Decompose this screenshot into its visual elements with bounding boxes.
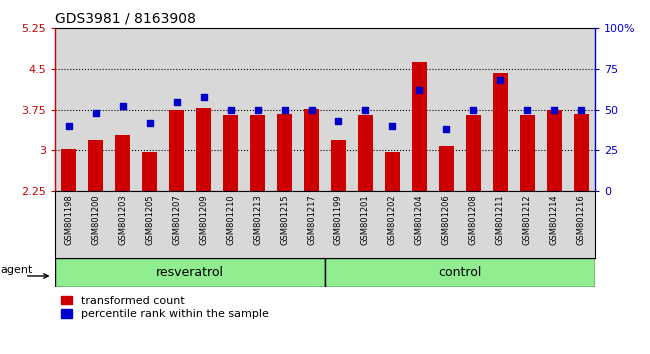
Bar: [385, 152, 400, 191]
Point: [333, 118, 344, 124]
Text: GSM801204: GSM801204: [415, 195, 424, 245]
Bar: [325, 258, 595, 287]
Bar: [574, 114, 589, 191]
Point: [252, 107, 263, 113]
Point: [468, 107, 478, 113]
Bar: [358, 115, 373, 191]
Text: GSM801217: GSM801217: [307, 195, 316, 245]
Text: GSM801212: GSM801212: [523, 195, 532, 245]
Text: GSM801206: GSM801206: [442, 195, 451, 245]
Text: GSM801209: GSM801209: [199, 195, 208, 245]
Text: GSM801199: GSM801199: [334, 195, 343, 245]
Text: GSM801214: GSM801214: [550, 195, 559, 245]
Text: GSM801211: GSM801211: [496, 195, 505, 245]
Bar: [115, 135, 130, 191]
Text: GSM801200: GSM801200: [91, 195, 100, 245]
Text: GDS3981 / 8163908: GDS3981 / 8163908: [55, 12, 196, 26]
Point: [576, 107, 586, 113]
Bar: [331, 139, 346, 191]
Text: agent: agent: [0, 265, 32, 275]
Point: [144, 120, 155, 126]
Text: GSM801213: GSM801213: [253, 195, 262, 245]
Point: [414, 87, 424, 93]
Bar: [520, 115, 535, 191]
Bar: [61, 149, 76, 191]
Text: GSM801201: GSM801201: [361, 195, 370, 245]
Point: [306, 107, 317, 113]
Point: [118, 104, 128, 109]
Point: [198, 94, 209, 99]
Bar: [547, 110, 562, 191]
Point: [441, 126, 452, 132]
Text: GSM801216: GSM801216: [577, 195, 586, 245]
Bar: [277, 114, 292, 191]
Point: [172, 99, 182, 104]
Point: [522, 107, 532, 113]
Text: GSM801198: GSM801198: [64, 195, 73, 245]
Bar: [304, 109, 319, 191]
Point: [387, 123, 398, 129]
Bar: [169, 110, 184, 191]
Point: [495, 78, 506, 83]
Text: GSM801215: GSM801215: [280, 195, 289, 245]
Point: [549, 107, 560, 113]
Bar: [196, 108, 211, 191]
Text: GSM801205: GSM801205: [145, 195, 154, 245]
Text: resveratrol: resveratrol: [156, 266, 224, 279]
Point: [280, 107, 290, 113]
Bar: [493, 73, 508, 191]
Text: GSM801207: GSM801207: [172, 195, 181, 245]
Point: [226, 107, 236, 113]
Point: [360, 107, 370, 113]
Point: [90, 110, 101, 116]
Bar: [439, 146, 454, 191]
Legend: transformed count, percentile rank within the sample: transformed count, percentile rank withi…: [61, 296, 268, 319]
Bar: [88, 139, 103, 191]
Point: [64, 123, 74, 129]
Text: GSM801203: GSM801203: [118, 195, 127, 245]
Text: GSM801208: GSM801208: [469, 195, 478, 245]
Text: GSM801202: GSM801202: [388, 195, 397, 245]
Bar: [412, 62, 427, 191]
Text: GSM801210: GSM801210: [226, 195, 235, 245]
Bar: [142, 152, 157, 191]
Bar: [223, 115, 238, 191]
Bar: [55, 258, 325, 287]
Bar: [250, 115, 265, 191]
Text: control: control: [438, 266, 482, 279]
Bar: [466, 115, 481, 191]
